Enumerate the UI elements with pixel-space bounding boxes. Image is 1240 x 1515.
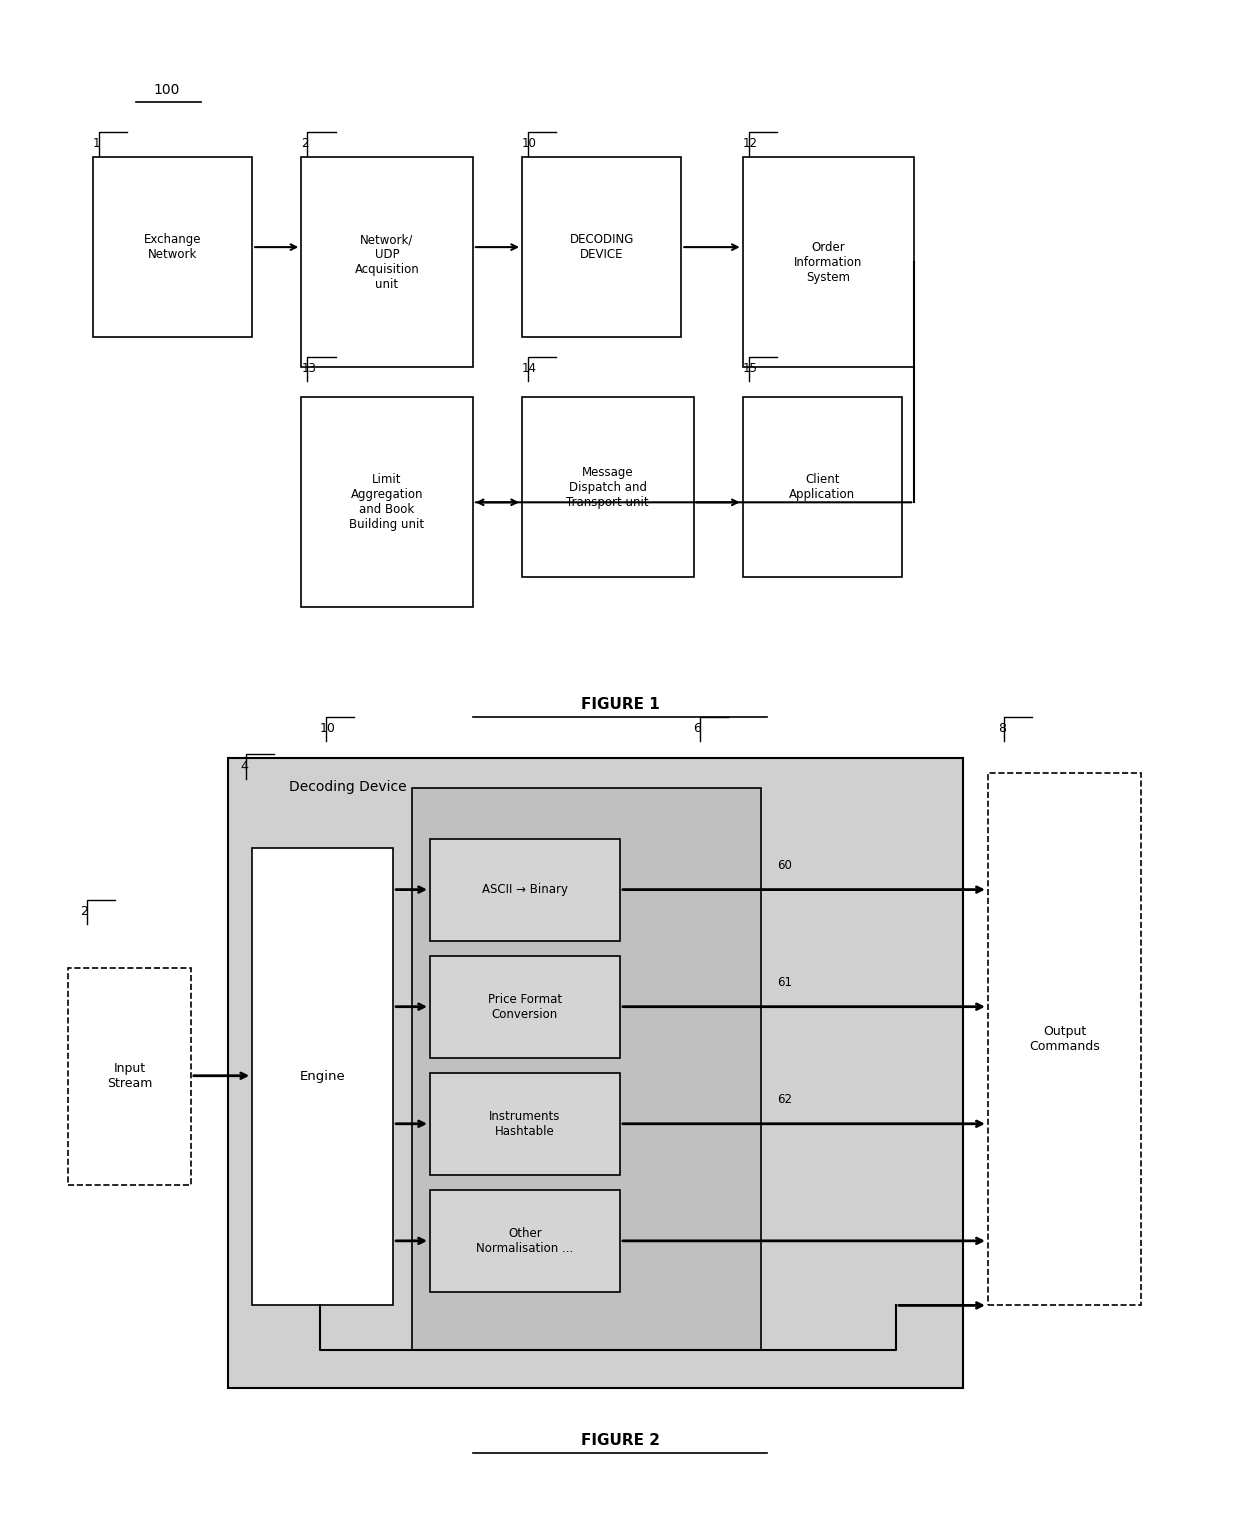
Text: FIGURE 2: FIGURE 2: [580, 1433, 660, 1448]
Text: Instruments
Hashtable: Instruments Hashtable: [490, 1110, 560, 1138]
Text: 6: 6: [693, 723, 702, 735]
Text: Price Format
Conversion: Price Format Conversion: [487, 992, 562, 1021]
FancyBboxPatch shape: [68, 968, 191, 1185]
Text: 10: 10: [320, 723, 336, 735]
Text: 100: 100: [154, 82, 180, 97]
FancyBboxPatch shape: [301, 158, 472, 367]
Text: 14: 14: [522, 362, 537, 374]
FancyBboxPatch shape: [988, 773, 1141, 1306]
Text: 12: 12: [743, 136, 758, 150]
Text: ASCII → Binary: ASCII → Binary: [482, 883, 568, 895]
FancyBboxPatch shape: [412, 788, 761, 1350]
Text: 61: 61: [777, 976, 792, 989]
Text: Exchange
Network: Exchange Network: [144, 233, 201, 261]
FancyBboxPatch shape: [430, 1073, 620, 1174]
FancyBboxPatch shape: [301, 397, 472, 608]
Text: Decoding Device: Decoding Device: [289, 780, 407, 794]
FancyBboxPatch shape: [430, 839, 620, 941]
Text: 2: 2: [301, 136, 309, 150]
FancyBboxPatch shape: [430, 956, 620, 1057]
Text: Network/
UDP
Acquisition
unit: Network/ UDP Acquisition unit: [355, 233, 419, 291]
Text: 60: 60: [777, 859, 792, 873]
FancyBboxPatch shape: [743, 158, 914, 367]
FancyBboxPatch shape: [430, 1189, 620, 1292]
Text: FIGURE 1: FIGURE 1: [580, 697, 660, 712]
FancyBboxPatch shape: [228, 758, 963, 1388]
Text: Message
Dispatch and
Transport unit: Message Dispatch and Transport unit: [567, 465, 649, 509]
Text: Order
Information
System: Order Information System: [795, 241, 863, 283]
Text: 62: 62: [777, 1094, 792, 1106]
Text: Other
Normalisation ...: Other Normalisation ...: [476, 1227, 574, 1254]
Text: Limit
Aggregation
and Book
Building unit: Limit Aggregation and Book Building unit: [350, 473, 424, 532]
Text: DECODING
DEVICE: DECODING DEVICE: [569, 233, 634, 261]
Text: Client
Application: Client Application: [789, 473, 856, 501]
FancyBboxPatch shape: [522, 158, 681, 338]
Text: 4: 4: [239, 759, 248, 773]
Text: 15: 15: [743, 362, 758, 374]
Text: Engine: Engine: [300, 1070, 346, 1083]
FancyBboxPatch shape: [252, 847, 393, 1306]
Text: Input
Stream: Input Stream: [107, 1062, 153, 1091]
Text: 10: 10: [522, 136, 537, 150]
Text: 13: 13: [301, 362, 316, 374]
FancyBboxPatch shape: [743, 397, 901, 577]
Text: 8: 8: [998, 723, 1006, 735]
FancyBboxPatch shape: [93, 158, 252, 338]
Text: 1: 1: [93, 136, 100, 150]
Text: 2: 2: [81, 904, 88, 918]
Text: Output
Commands: Output Commands: [1029, 1026, 1100, 1053]
FancyBboxPatch shape: [522, 397, 693, 577]
